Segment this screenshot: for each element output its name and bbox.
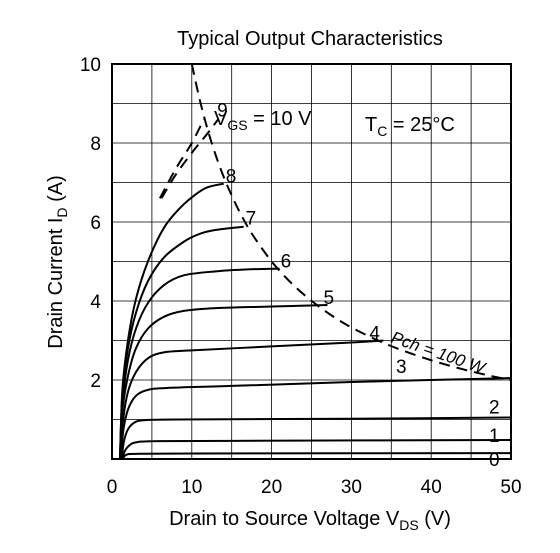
series-line-2	[120, 416, 511, 459]
x-axis-title: Drain to Source Voltage VDS (V)	[169, 508, 451, 533]
y-tick-label: 10	[80, 55, 101, 76]
curves	[118, 64, 511, 459]
series-line-4	[118, 339, 384, 459]
series-label-0: 0	[489, 450, 500, 471]
y-tick-label: 8	[90, 134, 101, 155]
y-axis-title-main: Drain Current I	[45, 218, 67, 349]
plot-frame	[111, 63, 512, 460]
tc-value: = 25°C	[387, 114, 454, 136]
series-label-8: 8	[226, 167, 237, 188]
vgs-main: V	[214, 108, 228, 130]
x-tick-label: 20	[261, 477, 282, 498]
series-line-6	[118, 267, 280, 459]
series-line-0	[122, 452, 511, 459]
series-label-2: 2	[489, 398, 500, 419]
vgs-value: = 10 V	[248, 108, 313, 130]
series-label-6: 6	[281, 252, 292, 273]
vgs-sub: GS	[227, 117, 247, 133]
series-line-3	[119, 377, 511, 459]
y-tick-label: 4	[90, 292, 101, 313]
series-line-10	[158, 118, 205, 199]
y-axis-title: Drain Current ID (A)	[45, 175, 70, 349]
x-tick-label: 50	[500, 477, 521, 498]
series-label-7: 7	[246, 209, 257, 230]
tc-main: T	[365, 114, 377, 136]
series-label-5: 5	[323, 288, 334, 309]
series-label-9: 9	[217, 100, 228, 121]
x-tick-label: 10	[181, 477, 202, 498]
y-tick-label: 2	[90, 371, 101, 392]
x-axis-title-sub: DS	[399, 517, 418, 533]
series-line-pch-100-w	[190, 64, 511, 381]
series-line-9	[160, 118, 219, 199]
y-tick-label: 6	[90, 213, 101, 234]
series-line-1	[121, 439, 511, 459]
series-label-1: 1	[489, 426, 500, 447]
x-tick-label: 40	[421, 477, 442, 498]
vgs-annotation: VGS = 10 V	[214, 108, 312, 133]
series-line-8	[118, 182, 224, 459]
series-line-5	[118, 303, 328, 459]
y-axis-title-sub: D	[54, 207, 70, 217]
x-tick-label: 30	[341, 477, 362, 498]
x-axis-title-unit: (V)	[419, 508, 451, 530]
tc-annotation: TC = 25°C	[365, 114, 455, 139]
chart-title: Typical Output Characteristics	[177, 28, 443, 50]
x-tick-label: 0	[107, 477, 118, 498]
y-axis-title-unit: (A)	[45, 175, 67, 207]
tc-sub: C	[377, 123, 387, 139]
series-label-4: 4	[369, 324, 380, 345]
series-label-3: 3	[396, 357, 407, 378]
x-axis-title-main: Drain to Source Voltage V	[169, 508, 400, 530]
